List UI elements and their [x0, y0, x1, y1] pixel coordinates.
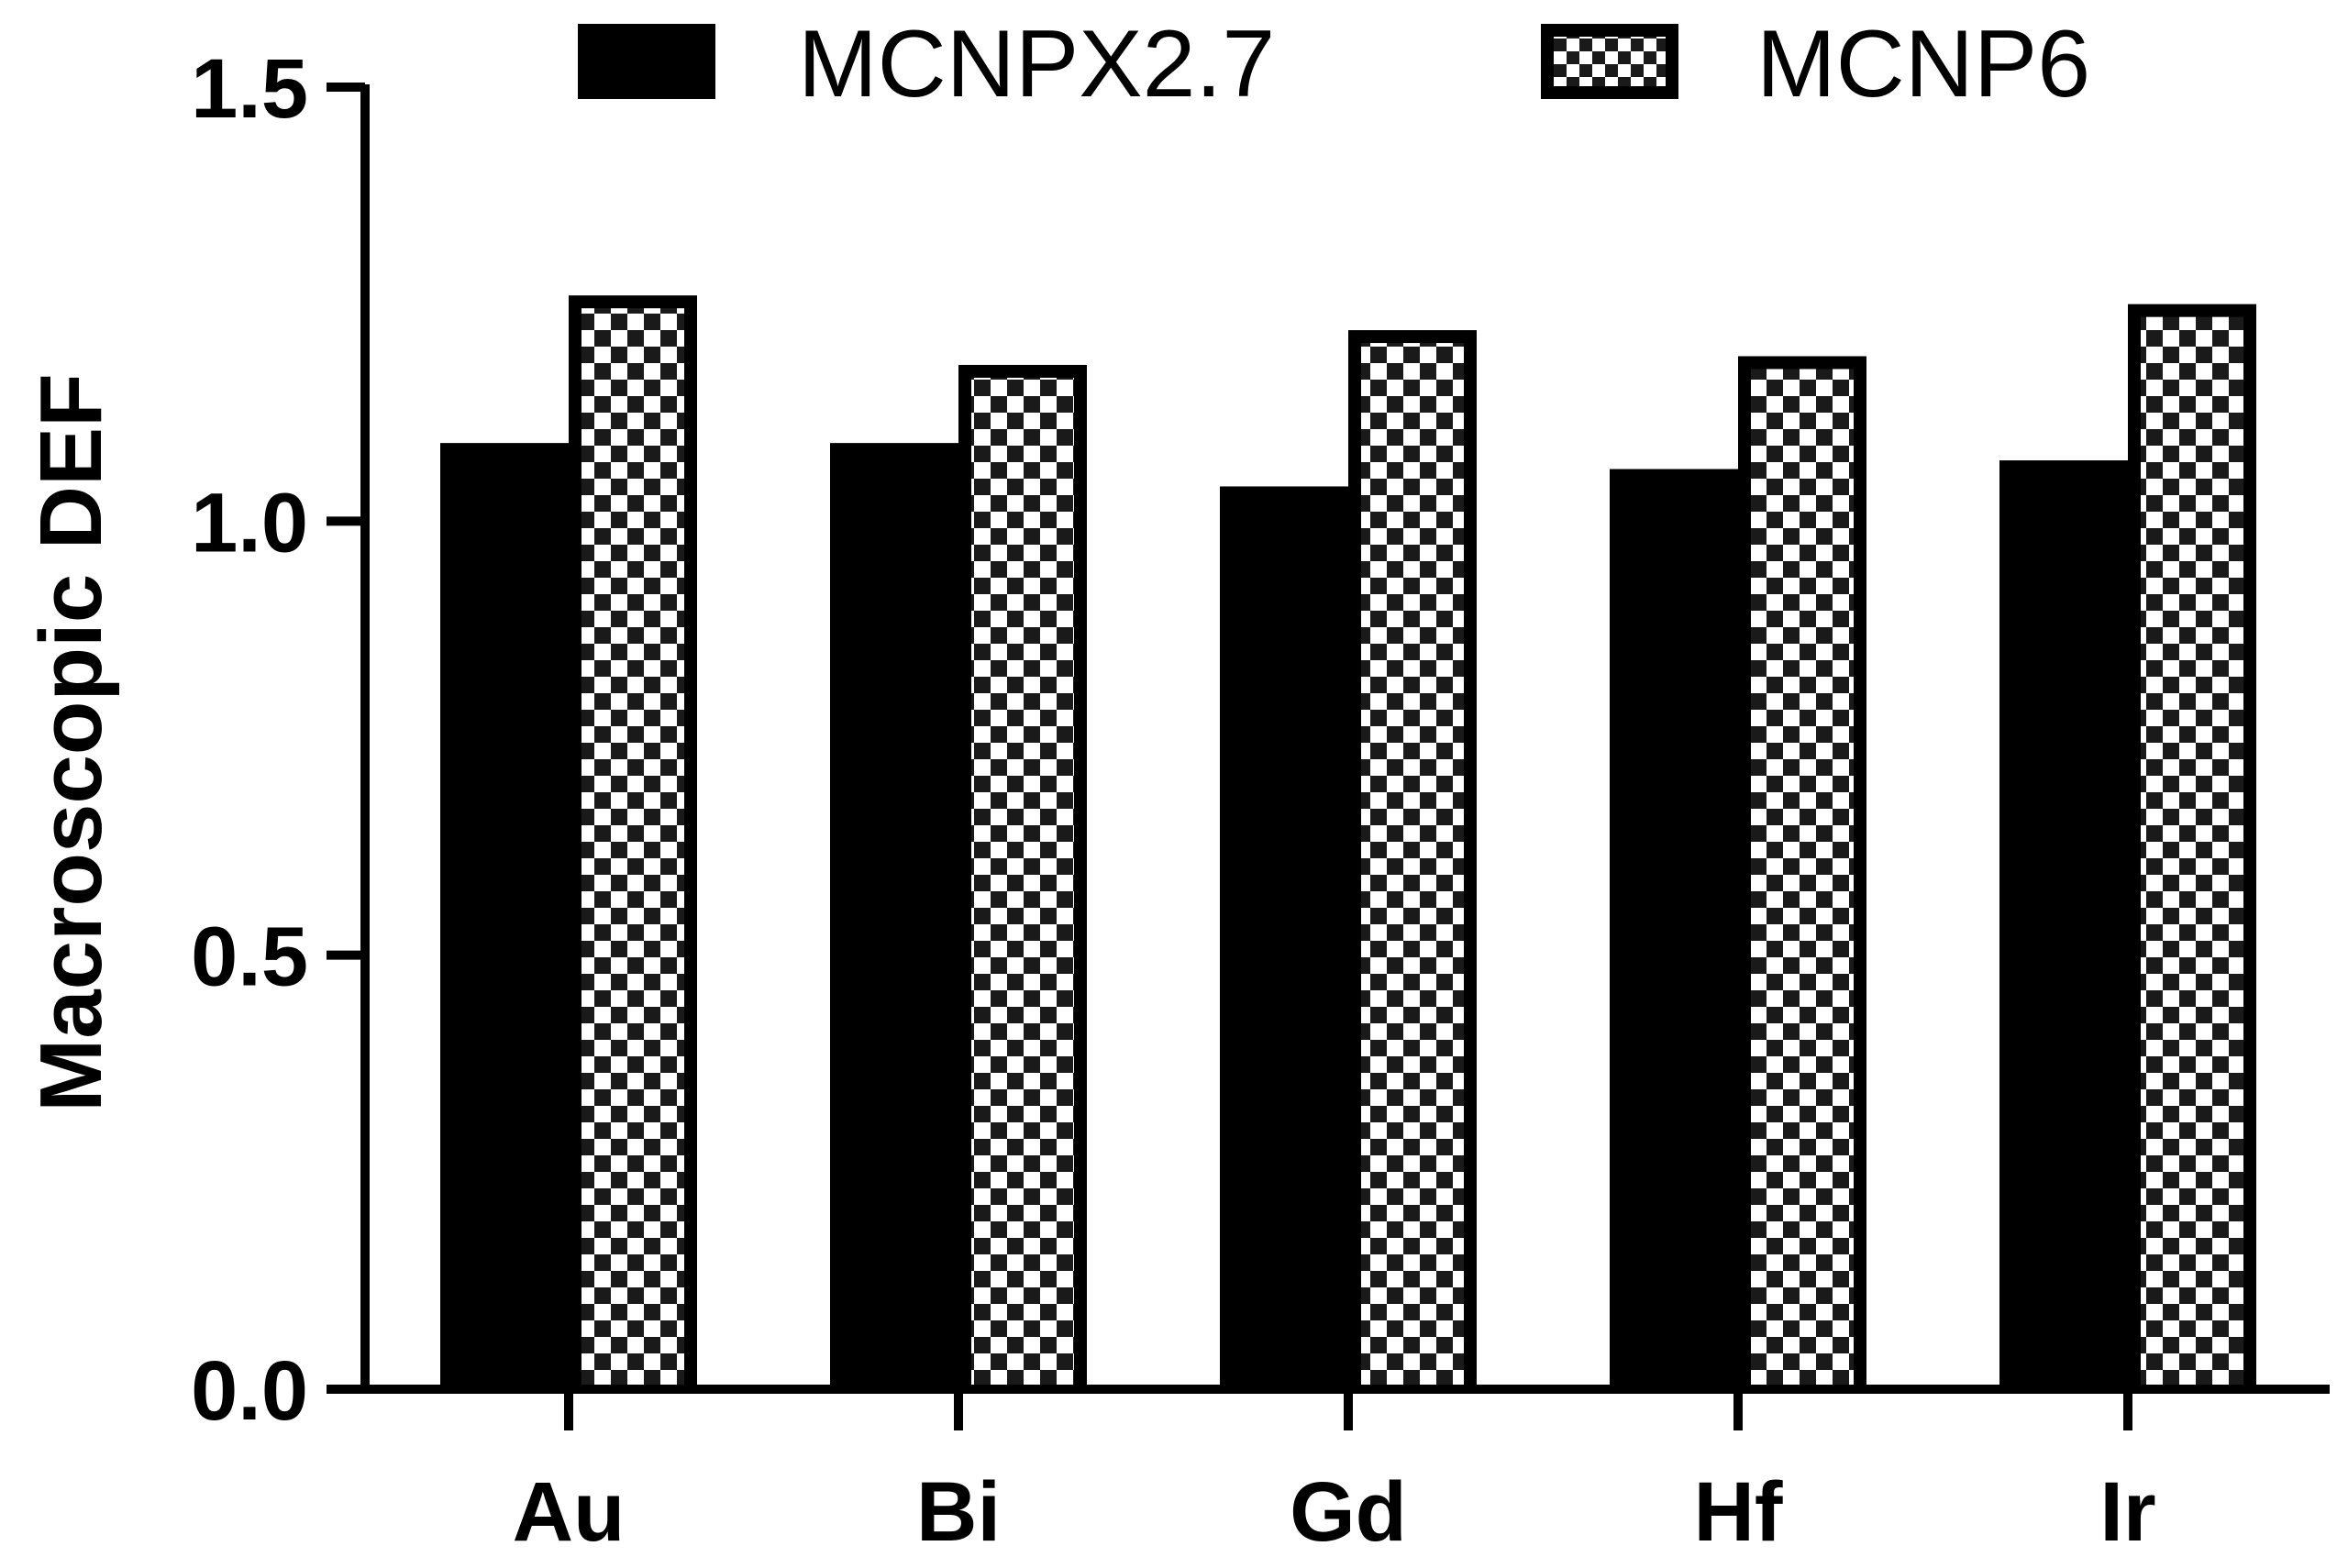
- bar-mcnpx27-au: [440, 443, 569, 1390]
- legend-label-mcnpx27: MCNPX2.7: [798, 11, 1275, 117]
- axes-layer: [327, 83, 2330, 1430]
- bar-mcnp6-bi-fill: [971, 377, 1074, 1389]
- y-tick-label-1.5: 1.5: [191, 42, 308, 136]
- legend-swatch-mcnpx27: [578, 24, 715, 99]
- legend-item-mcnp6: MCNP6: [1541, 11, 2090, 117]
- bar-mcnp6-ir-fill: [2141, 316, 2243, 1390]
- bar-mcnpx27-gd: [1220, 486, 1348, 1389]
- x-tick-label-ir: Ir: [2099, 1465, 2155, 1559]
- bar-mcnpx27-bi: [830, 443, 958, 1390]
- labels-layer: 0.0 0.5 1.0 1.5 Au Bi Gd Hf Ir Macroscopic DEF: [22, 42, 2156, 1559]
- bars-layer: [440, 295, 2256, 1390]
- x-tick-label-hf: Hf: [1693, 1465, 1782, 1559]
- legend: MCNPX2.7 MCNP6: [578, 11, 2090, 117]
- bar-mcnpx27-hf: [1610, 469, 1738, 1389]
- bar-mcnpx27-ir: [1999, 460, 2128, 1390]
- bar-mcnp6-hf-fill: [1751, 369, 1854, 1389]
- y-tick-label-0.5: 0.5: [191, 911, 308, 1004]
- legend-swatch-mcnp6-fill: [1554, 37, 1666, 86]
- x-tick-label-au: Au: [513, 1465, 626, 1559]
- y-tick-label-1.0: 1.0: [191, 476, 308, 569]
- legend-label-mcnp6: MCNP6: [1756, 11, 2090, 117]
- legend-item-mcnpx27: MCNPX2.7: [578, 11, 1275, 117]
- bar-mcnp6-au-fill: [581, 308, 684, 1390]
- y-axis-title: Macroscopic DEF: [22, 373, 120, 1112]
- bar-mcnp6-gd-fill: [1361, 343, 1464, 1390]
- x-tick-label-gd: Gd: [1290, 1465, 1407, 1559]
- y-tick-label-0.0: 0.0: [191, 1344, 308, 1438]
- x-tick-label-bi: Bi: [916, 1465, 1001, 1559]
